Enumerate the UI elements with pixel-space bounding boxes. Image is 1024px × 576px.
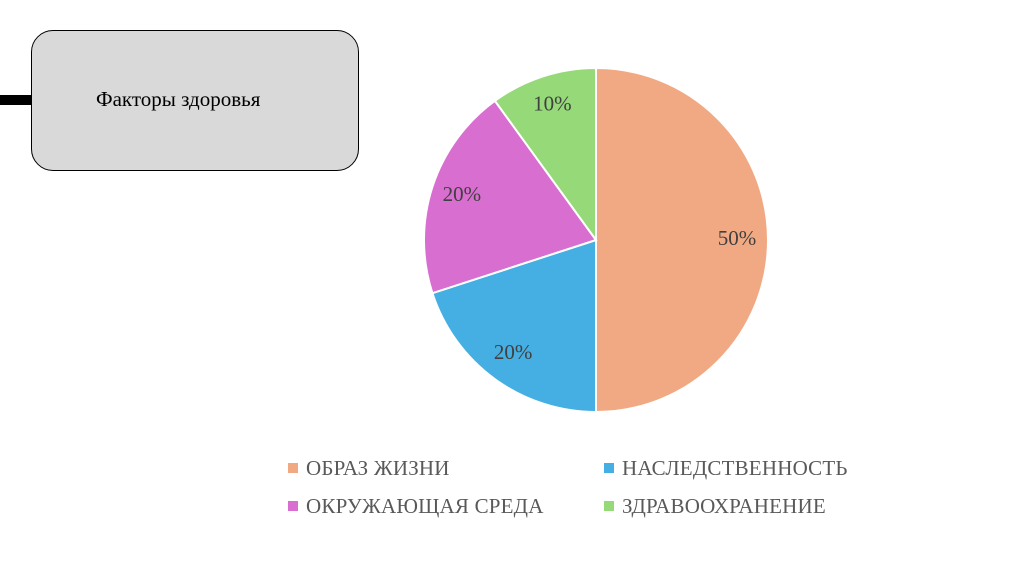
legend-swatch-heredity	[604, 463, 614, 473]
title-box-label: Факторы здоровья	[96, 87, 261, 111]
legend-label-heredity: НАСЛЕДСТВЕННОСТЬ	[622, 455, 848, 480]
legend-label-healthcare: ЗДРАВООХРАНЕНИЕ	[622, 493, 826, 518]
legend-swatch-healthcare	[604, 501, 614, 511]
legend-label-lifestyle: ОБРАЗ ЖИЗНИ	[306, 455, 450, 480]
title-box: Факторы здоровья	[31, 30, 359, 171]
legend-swatch-environment	[288, 501, 298, 511]
legend-swatch-lifestyle	[288, 463, 298, 473]
pie-slice-lifestyle	[595, 66, 769, 414]
legend-item-environment: ОКРУЖАЮЩАЯ СРЕДА	[288, 492, 604, 520]
legend-item-heredity: НАСЛЕДСТВЕННОСТЬ	[604, 454, 848, 482]
pie-slice-heredity	[431, 238, 597, 414]
legend-label-environment: ОКРУЖАЮЩАЯ СРЕДА	[306, 493, 544, 518]
pie-data-label-heredity: 20%	[494, 340, 533, 364]
legend-item-healthcare: ЗДРАВООХРАНЕНИЕ	[604, 492, 848, 520]
pie-slices	[423, 66, 769, 414]
pie-data-label-environment: 20%	[443, 182, 482, 206]
pie-data-labels: 50% 20% 20% 10%	[443, 92, 757, 364]
chart-legend: ОБРАЗ ЖИЗНИ НАСЛЕДСТВЕННОСТЬ ОКРУЖАЮЩАЯ …	[288, 454, 848, 520]
pie-data-label-lifestyle: 50%	[718, 226, 757, 250]
legend-item-lifestyle: ОБРАЗ ЖИЗНИ	[288, 454, 604, 482]
pie-slice-healthcare	[493, 66, 597, 244]
pie-slice-environment	[423, 99, 598, 295]
pie-data-label-healthcare: 10%	[533, 92, 572, 116]
connector-bar	[0, 95, 33, 105]
